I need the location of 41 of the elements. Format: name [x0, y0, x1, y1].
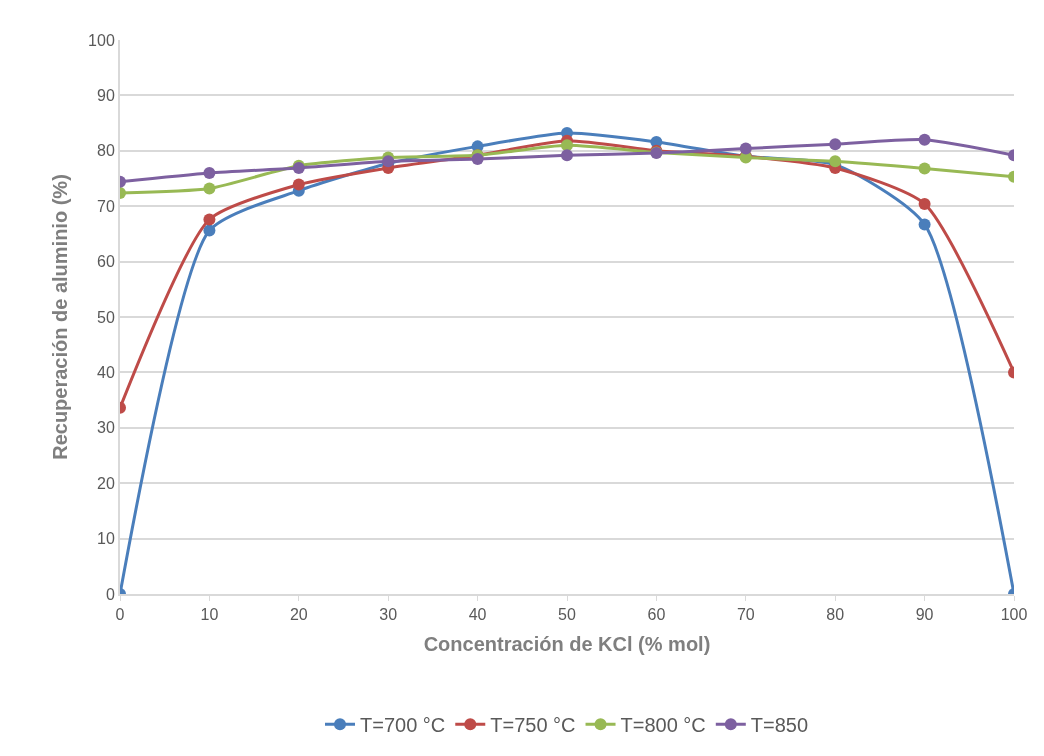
point: [203, 213, 216, 226]
point: [203, 166, 216, 179]
x-tick-label: 90: [915, 606, 934, 624]
x-tick-label: 30: [379, 606, 398, 624]
legend-label: T=800 °C: [620, 714, 706, 737]
y-tick-label: 0: [105, 585, 115, 603]
x-tick-label: 100: [1000, 606, 1028, 624]
y-tick-label: 70: [97, 197, 115, 215]
point: [471, 153, 484, 166]
y-tick-label: 60: [97, 253, 115, 271]
point: [739, 142, 752, 155]
y-tick-label: 20: [97, 474, 115, 492]
point: [561, 149, 573, 162]
y-tick-label: 100: [88, 31, 115, 49]
point: [292, 178, 305, 191]
point: [918, 162, 931, 175]
y-tick-label: 10: [97, 530, 115, 548]
point: [918, 218, 931, 231]
x-tick-label: 70: [736, 606, 755, 624]
x-axis-title: Concentración de KCl (% mol): [423, 633, 711, 656]
x-tick-label: 40: [468, 606, 487, 624]
y-axis-title: Recuperación de aluminio (%): [49, 174, 72, 460]
x-tick-label: 80: [826, 606, 845, 624]
legend-label: T=700 °C: [360, 714, 446, 737]
legend-label: T=850: [750, 714, 809, 737]
x-tick-label: 10: [200, 606, 219, 624]
point: [203, 224, 216, 237]
point: [918, 197, 931, 210]
point: [829, 138, 842, 151]
point: [918, 133, 931, 146]
y-tick-label: 30: [97, 419, 115, 437]
x-tick-label: 50: [558, 606, 576, 624]
y-tick-label: 50: [97, 308, 115, 326]
point: [203, 182, 216, 195]
point: [561, 139, 573, 152]
y-tick-label: 40: [97, 364, 115, 381]
y-tick-label: 90: [97, 87, 115, 104]
x-tick-label: 60: [647, 606, 666, 624]
x-tick-label: 20: [289, 606, 308, 624]
y-tick-label: 80: [97, 142, 115, 160]
legend-label: T=750 °C: [490, 714, 576, 737]
